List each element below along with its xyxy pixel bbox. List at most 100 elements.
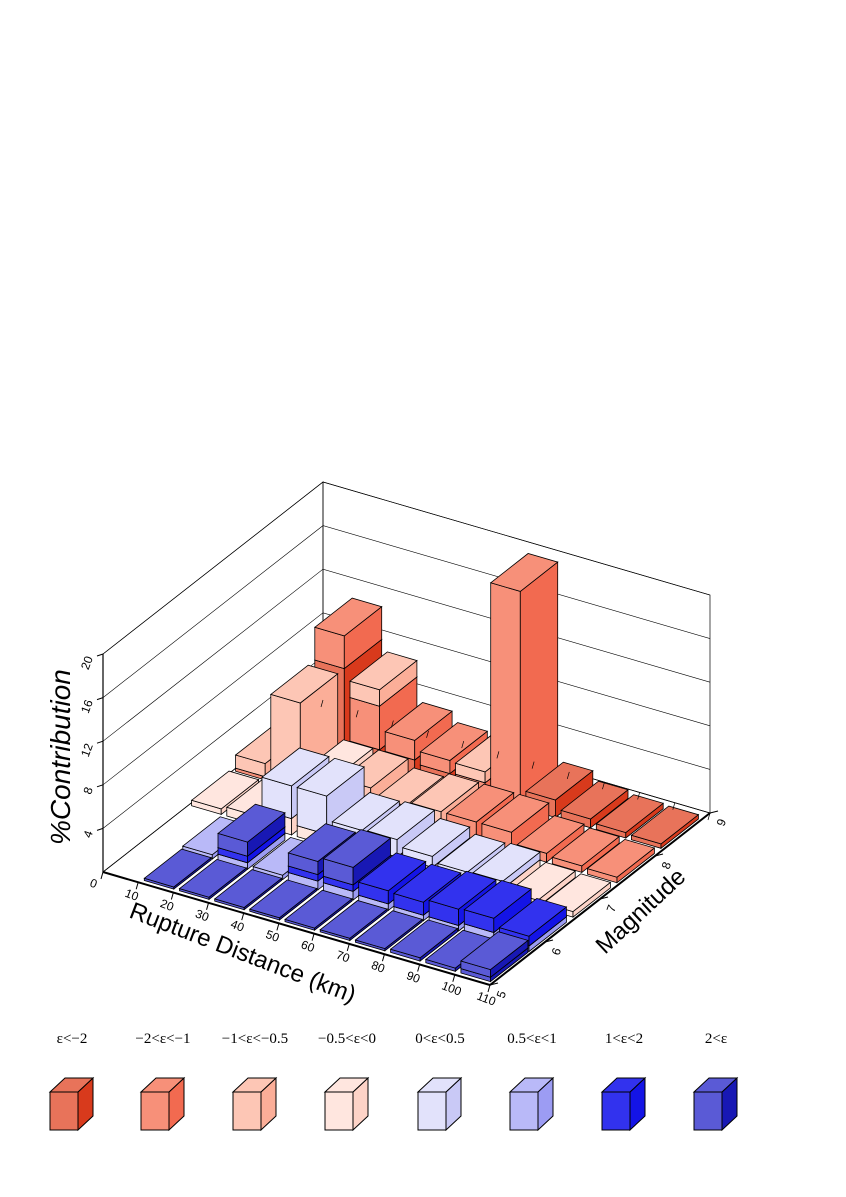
bar-face-top xyxy=(319,900,389,939)
legend-label: 0.5<ε<1 xyxy=(507,1031,556,1047)
z-tick xyxy=(96,740,104,744)
legend-box-front xyxy=(601,1091,631,1131)
legend-box-front xyxy=(232,1091,262,1131)
x-back-tick xyxy=(391,720,394,728)
z-tick-label: 20 xyxy=(78,654,96,672)
legend-label: 0<ε<0.5 xyxy=(415,1031,464,1047)
x-tick-label: 30 xyxy=(193,907,211,925)
legend-box-top xyxy=(231,1077,278,1093)
x-back-tick xyxy=(461,740,465,749)
bar-face-top xyxy=(331,792,401,831)
x-back-tick xyxy=(355,710,359,718)
legend-label: ε<−2 xyxy=(57,1031,88,1047)
bar-face-top xyxy=(389,919,459,959)
bar-face-top xyxy=(516,815,585,854)
bar-face-top xyxy=(560,780,629,820)
x-tick xyxy=(100,871,104,880)
x-tick xyxy=(170,892,174,900)
bar-face-top xyxy=(143,848,213,888)
bar-face-front xyxy=(490,582,521,805)
x-back-tick xyxy=(602,782,605,790)
bar-face-top xyxy=(190,770,260,810)
y-tick-label: 9 xyxy=(714,817,730,828)
x-back-tick xyxy=(672,802,676,810)
z-tick xyxy=(96,653,104,657)
bar-face-top xyxy=(313,597,383,637)
bar-face-top xyxy=(401,818,471,857)
x-back-tick xyxy=(637,792,640,800)
bar-face-top xyxy=(248,879,318,919)
x-tick xyxy=(241,912,245,921)
x-tick xyxy=(417,964,421,972)
z-gridline xyxy=(102,612,711,786)
x-tick xyxy=(276,923,280,931)
x-tick-label: 20 xyxy=(158,896,176,914)
legend-box-front xyxy=(509,1091,539,1131)
x-back-tick xyxy=(531,761,535,769)
y-tick-label: 7 xyxy=(604,903,620,914)
bar-face-top xyxy=(586,838,656,878)
y-tick xyxy=(544,939,554,943)
z-gridline xyxy=(102,481,711,655)
x-axis-line xyxy=(102,871,491,986)
bar-face-top xyxy=(269,664,339,704)
legend-label: 1<ε<2 xyxy=(605,1031,643,1047)
legend-box-front xyxy=(417,1091,447,1131)
y-tick xyxy=(709,810,719,814)
bar-face-top xyxy=(595,794,665,834)
bar-face-top xyxy=(472,842,541,882)
x-tick-label: 110 xyxy=(475,989,498,1009)
bar-face-top xyxy=(366,801,436,841)
legend-box-top xyxy=(508,1077,555,1093)
legend-box-top xyxy=(139,1077,186,1093)
bar-face-top xyxy=(354,910,424,950)
x-tick xyxy=(206,902,210,910)
x-tick-label: 0 xyxy=(88,876,100,892)
x-back-tick xyxy=(496,751,500,759)
bar-face-top xyxy=(410,773,480,813)
bar-face-top xyxy=(463,880,533,919)
x-tick-label: 90 xyxy=(405,968,423,986)
y-tick-label: 8 xyxy=(659,860,675,871)
z-tick-label: 8 xyxy=(80,785,96,796)
bar-face-top xyxy=(384,702,453,741)
y-tick xyxy=(599,896,609,900)
x-tick xyxy=(135,882,139,890)
legend-box-top xyxy=(323,1077,370,1093)
legend-box-top xyxy=(48,1077,95,1093)
bar-face-top xyxy=(630,805,700,845)
z-gridline xyxy=(102,525,711,698)
legend-box-top xyxy=(600,1077,647,1093)
bar-face-top xyxy=(437,833,506,873)
x-tick-label: 70 xyxy=(334,948,352,966)
bar-face-top xyxy=(525,761,594,801)
bar-face-top xyxy=(460,931,529,971)
bar-face-top xyxy=(489,553,559,592)
y-tick xyxy=(654,853,664,857)
legend-label: −1<ε<−0.5 xyxy=(222,1031,288,1047)
bar-face-side xyxy=(519,561,559,805)
x-tick-label: 100 xyxy=(440,978,464,998)
bar-face-top xyxy=(481,793,550,833)
legend-label: 2<ε xyxy=(705,1031,727,1047)
x-tick xyxy=(381,954,385,962)
x-tick xyxy=(346,943,350,952)
y-tick-label: 5 xyxy=(494,989,510,1000)
bar-face-top xyxy=(217,803,286,843)
bar-face-top xyxy=(284,889,353,929)
x-tick-label: 10 xyxy=(123,886,141,904)
z-tick xyxy=(96,784,104,788)
legend-box-top xyxy=(416,1077,463,1093)
legend: ε<−2 −2<ε<−1 −1<ε<−0.5 −0.5<ε<0 0<ε<0.5 0.5<ε… xyxy=(48,1031,739,1132)
x-back-tick xyxy=(566,771,570,780)
legend-box-front xyxy=(140,1091,170,1131)
z-tick xyxy=(96,697,104,701)
bar-face-top xyxy=(322,829,392,868)
legend-box-front xyxy=(693,1091,723,1131)
legend-label: −2<ε<−1 xyxy=(135,1031,190,1047)
bar-face-top xyxy=(393,863,462,903)
z-tick-label: 4 xyxy=(80,828,96,839)
x-tick-label: 50 xyxy=(264,927,282,945)
bar-face-top xyxy=(357,852,427,892)
